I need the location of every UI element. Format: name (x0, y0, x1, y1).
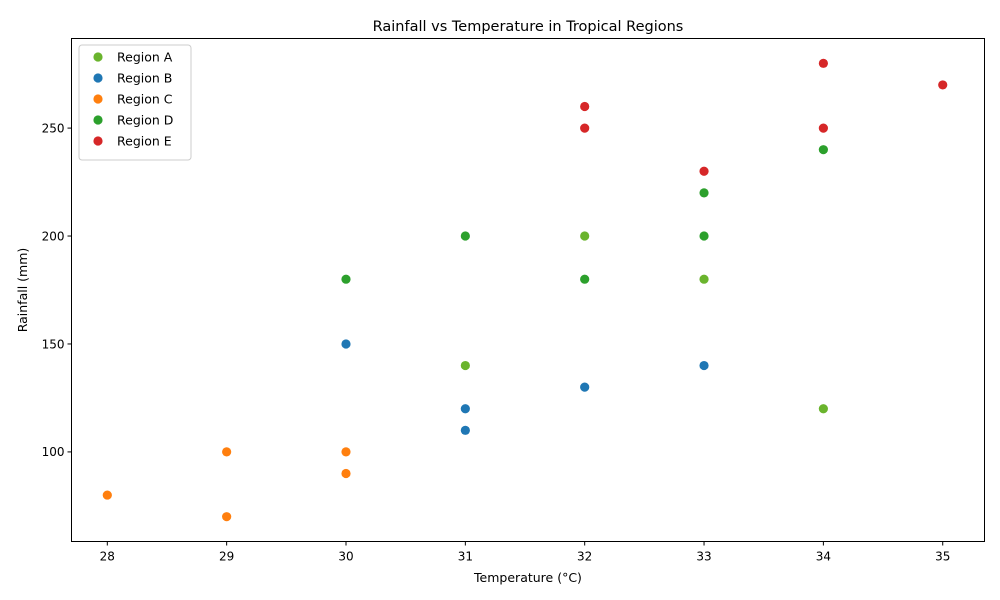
point-region-b (580, 382, 590, 392)
legend-entry-region-a: Region A (117, 50, 173, 65)
y-tick-label: 200 (42, 229, 65, 243)
y-tick-label: 150 (42, 337, 65, 351)
point-region-b (341, 339, 351, 349)
legend-frame (78, 44, 192, 161)
point-region-a (580, 231, 590, 241)
y-axis-label: Rainfall (mm) (15, 248, 30, 333)
point-region-a (818, 404, 828, 414)
point-region-e (699, 166, 709, 176)
y-tick-label: 100 (42, 445, 65, 459)
point-region-d (460, 231, 470, 241)
point-region-e (580, 123, 590, 133)
y-axis: 100 150 200 250 (42, 121, 72, 459)
legend-entry-region-b: Region B (117, 71, 172, 86)
x-tick-label: 33 (696, 550, 711, 564)
legend-marker-region-b (93, 73, 103, 83)
x-tick-label: 31 (458, 550, 473, 564)
x-tick-label: 34 (816, 550, 831, 564)
legend-marker-region-a (93, 52, 103, 62)
point-region-e (818, 123, 828, 133)
legend: Region A Region B Region C Region D Region E (78, 44, 192, 161)
chart-title: Rainfall vs Temperature in Tropical Regi… (373, 19, 684, 35)
point-region-c (222, 447, 232, 457)
legend-entry-region-c: Region C (117, 92, 173, 107)
point-region-c (341, 447, 351, 457)
x-axis: 28 29 30 31 32 33 34 35 (100, 541, 950, 564)
y-tick-label: 250 (42, 121, 65, 135)
x-tick-label: 28 (100, 550, 115, 564)
legend-marker-region-c (93, 94, 103, 104)
point-region-d (699, 231, 709, 241)
plot-frame (71, 38, 985, 542)
point-region-d (818, 145, 828, 155)
point-region-c (341, 468, 351, 479)
legend-entry-region-d: Region D (117, 113, 173, 128)
legend-marker-region-e (93, 136, 103, 146)
point-region-c (222, 512, 232, 522)
x-tick-label: 30 (338, 550, 353, 564)
x-tick-label: 29 (219, 550, 234, 564)
point-region-e (580, 101, 590, 112)
point-region-e (818, 58, 828, 68)
point-region-a (699, 274, 709, 284)
legend-entry-region-e: Region E (117, 134, 172, 149)
x-tick-label: 35 (935, 550, 950, 564)
point-region-d (699, 188, 709, 198)
point-region-e (938, 80, 948, 90)
point-region-c (102, 490, 112, 500)
point-region-a (460, 360, 470, 371)
point-region-d (580, 274, 590, 284)
point-region-b (699, 360, 709, 371)
x-tick-label: 32 (577, 550, 592, 564)
point-region-b (460, 404, 470, 414)
legend-marker-region-d (93, 115, 103, 125)
point-region-d (341, 274, 351, 284)
point-region-b (460, 425, 470, 435)
x-axis-label: Temperature (°C) (473, 570, 582, 585)
data-points (102, 58, 948, 522)
